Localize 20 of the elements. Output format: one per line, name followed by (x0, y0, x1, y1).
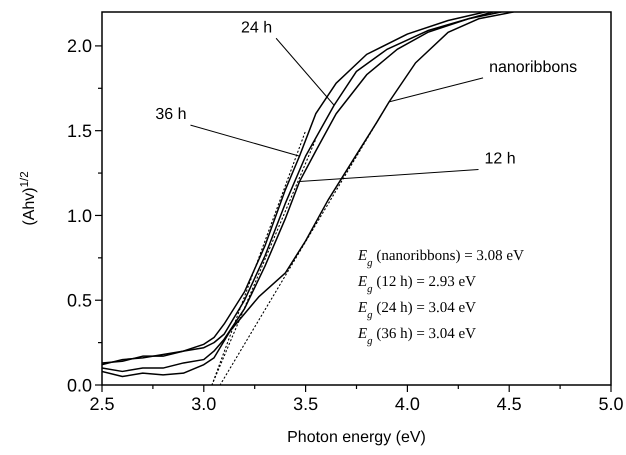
x-tick-label: 4.5 (496, 394, 522, 414)
y-tick-label: 2.0 (66, 36, 92, 56)
annotation: nanoribbons (489, 58, 578, 76)
x-tick-label: 5.0 (598, 394, 624, 414)
y-tick-label: 0.5 (66, 290, 92, 311)
annotation: 12 h (484, 150, 516, 168)
x-tick-label: 2.5 (89, 394, 115, 414)
y-tick-label: 0.0 (66, 375, 92, 396)
x-tick-label: 3.5 (293, 394, 318, 414)
y-tick-label: 1.5 (66, 120, 92, 141)
annotation: E$_{g}$ (nanoribbons) = 3.08 eV (357, 248, 524, 269)
annotation: E$_{g}$ (12 h) = 2.93 eV (357, 274, 476, 295)
x-tick-label: 4.0 (394, 394, 420, 414)
annotation: 36 h (155, 106, 186, 124)
annotation: E$_{g}$ (24 h) = 3.04 eV (357, 300, 476, 321)
annotation: 24 h (240, 19, 272, 36)
x-axis-title: Photon energy (eV) (287, 429, 426, 446)
x-tick-label: 3.0 (191, 394, 216, 414)
y-tick-label: 1.0 (66, 206, 92, 226)
annotation: E$_{g}$ (36 h) = 3.04 eV (357, 326, 476, 347)
